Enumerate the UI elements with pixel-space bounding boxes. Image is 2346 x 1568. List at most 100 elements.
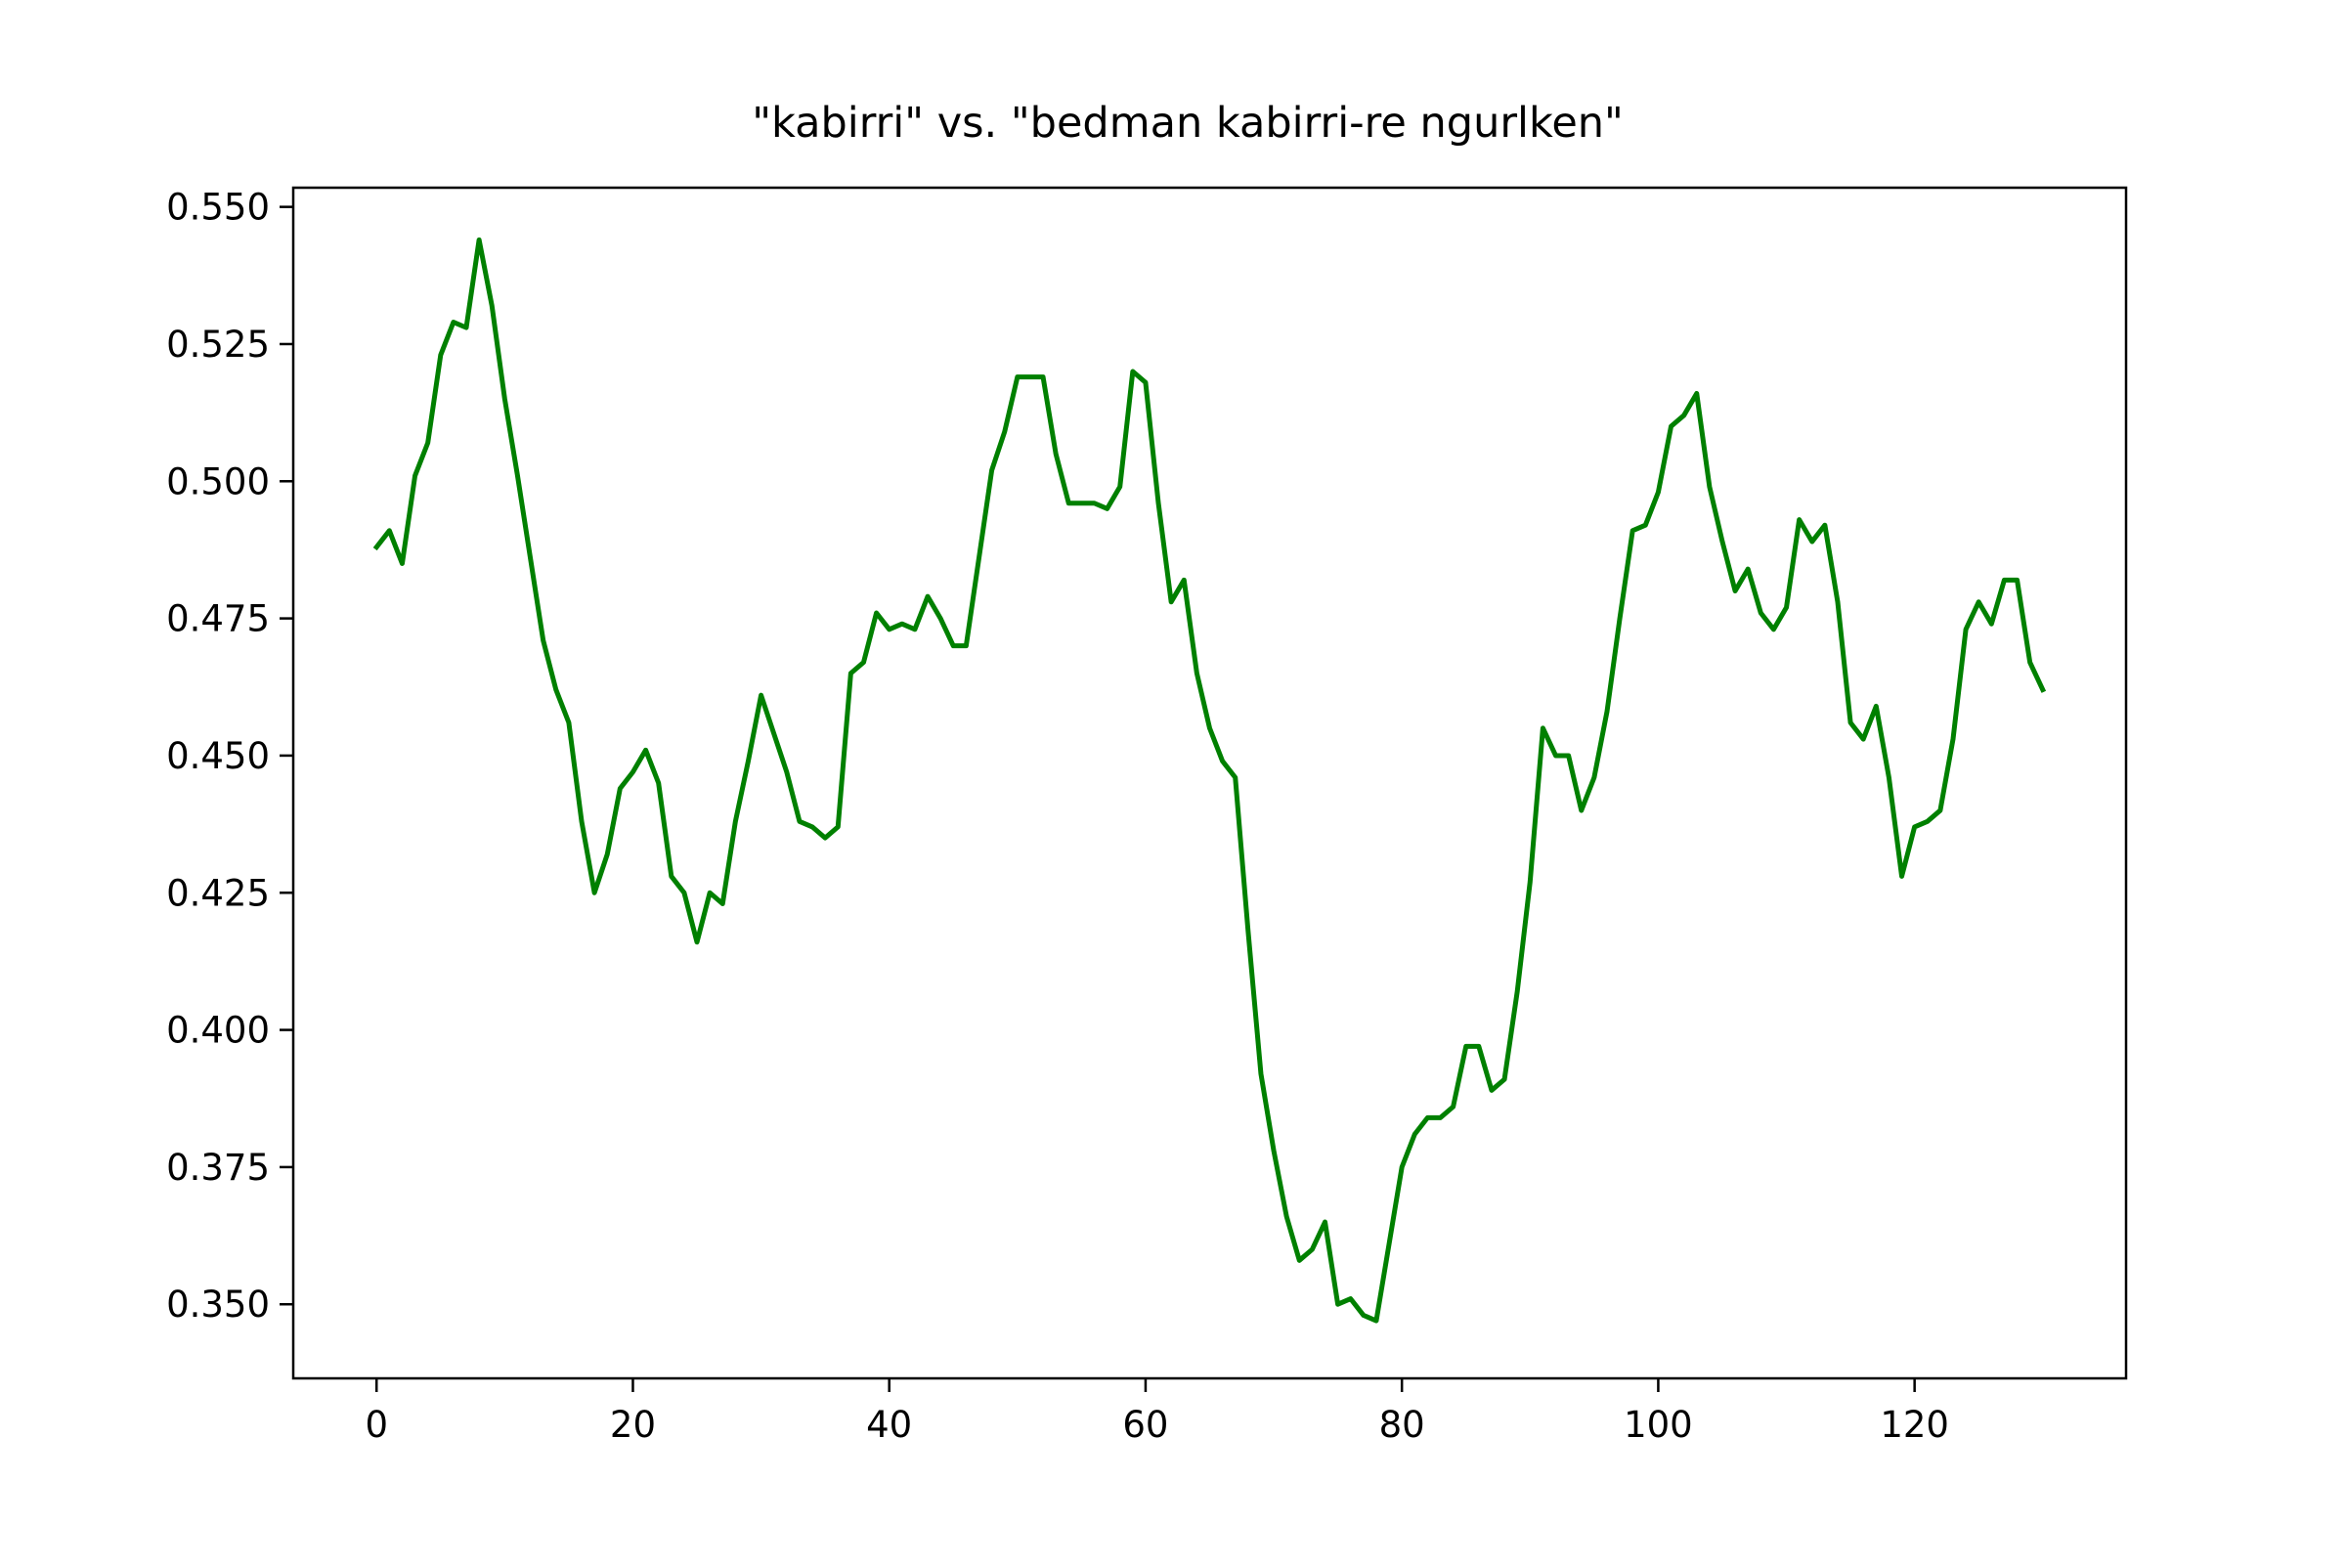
data-point — [1335, 1302, 1340, 1307]
x-tick-label: 120 — [1880, 1404, 1949, 1446]
data-point — [848, 671, 853, 675]
data-point — [2015, 578, 2020, 583]
y-tick-label: 0.350 — [166, 1284, 270, 1326]
data-point — [1386, 1241, 1392, 1246]
data-point — [591, 891, 597, 895]
data-point — [1861, 736, 1866, 742]
data-point — [1541, 725, 1545, 731]
data-point — [1182, 578, 1187, 583]
data-point — [1553, 753, 1558, 759]
data-point — [989, 467, 994, 473]
data-point — [797, 819, 803, 824]
data-point — [1143, 380, 1149, 385]
data-point — [541, 637, 545, 643]
data-point — [964, 643, 969, 648]
data-point — [490, 303, 495, 308]
data-point — [515, 473, 520, 478]
data-point — [1528, 879, 1533, 885]
data-point — [1643, 522, 1648, 528]
data-point — [681, 891, 687, 895]
data-point — [656, 780, 661, 786]
data-point — [1937, 807, 1943, 813]
data-point — [1015, 374, 1021, 379]
data-point — [1451, 1104, 1455, 1110]
data-point — [1361, 1313, 1367, 1318]
data-point — [1476, 1044, 1482, 1049]
data-point — [1797, 517, 1802, 522]
data-point — [1130, 369, 1136, 374]
data-point — [1835, 599, 1841, 604]
data-point — [1925, 819, 1930, 824]
data-point — [1002, 429, 1007, 434]
data-point — [1348, 1296, 1353, 1301]
data-point — [2027, 660, 2032, 665]
x-tick-label: 60 — [1122, 1404, 1168, 1446]
y-tick-label: 0.550 — [166, 187, 270, 229]
data-point — [1373, 1318, 1379, 1324]
data-point — [925, 593, 931, 599]
data-point — [618, 786, 623, 791]
data-point — [502, 396, 507, 402]
x-tick-label: 40 — [866, 1404, 912, 1446]
data-point — [1463, 1044, 1468, 1049]
data-point — [1027, 374, 1033, 379]
y-tick-label: 0.450 — [166, 735, 270, 777]
data-point — [1604, 709, 1610, 715]
data-point — [463, 325, 469, 330]
data-point — [1258, 1071, 1264, 1076]
data-point — [1847, 720, 1853, 725]
data-point — [899, 622, 905, 627]
y-tick-label: 0.400 — [166, 1010, 270, 1052]
data-point — [438, 352, 443, 358]
data-point — [1950, 736, 1956, 742]
plot-frame — [291, 186, 2128, 1380]
data-point — [669, 874, 674, 879]
data-point — [2002, 578, 2007, 583]
data-point — [1656, 490, 1661, 495]
data-point — [1297, 1258, 1302, 1263]
data-point — [707, 891, 713, 895]
data-point — [1053, 452, 1059, 457]
y-tick-label: 0.425 — [166, 872, 270, 914]
data-point — [1745, 566, 1751, 572]
data-point — [400, 561, 405, 566]
data-point — [1425, 1115, 1430, 1120]
data-point — [1438, 1115, 1443, 1120]
data-point — [1195, 671, 1199, 675]
data-point — [2040, 687, 2045, 692]
data-point — [1117, 484, 1122, 490]
data-point — [784, 769, 790, 774]
data-point — [1105, 506, 1109, 511]
data-point — [630, 769, 635, 774]
data-point — [809, 824, 815, 830]
data-point — [643, 748, 648, 753]
data-point — [579, 819, 585, 824]
data-point — [1874, 704, 1879, 709]
data-point — [1155, 501, 1161, 505]
data-point — [1220, 759, 1225, 763]
data-point — [1681, 413, 1686, 418]
y-tick-label: 0.525 — [166, 324, 270, 366]
data-point — [1784, 605, 1789, 610]
data-point — [771, 731, 776, 736]
data-point — [1501, 1076, 1507, 1082]
data-point — [1233, 775, 1238, 780]
data-point — [1899, 874, 1904, 879]
x-tick-label: 80 — [1379, 1404, 1425, 1446]
data-point — [1399, 1164, 1405, 1170]
data-point — [836, 824, 841, 830]
data-point — [1989, 622, 1994, 627]
x-tick-label: 100 — [1624, 1404, 1693, 1446]
data-point — [1566, 753, 1571, 759]
data-point — [1719, 539, 1725, 544]
data-point — [1669, 423, 1673, 429]
y-tick-label: 0.475 — [166, 598, 270, 640]
data-point — [1732, 588, 1738, 593]
data-point — [1809, 539, 1814, 544]
data-point — [566, 720, 572, 725]
data-point — [937, 616, 943, 621]
data-point — [887, 627, 891, 632]
data-point — [476, 238, 482, 242]
